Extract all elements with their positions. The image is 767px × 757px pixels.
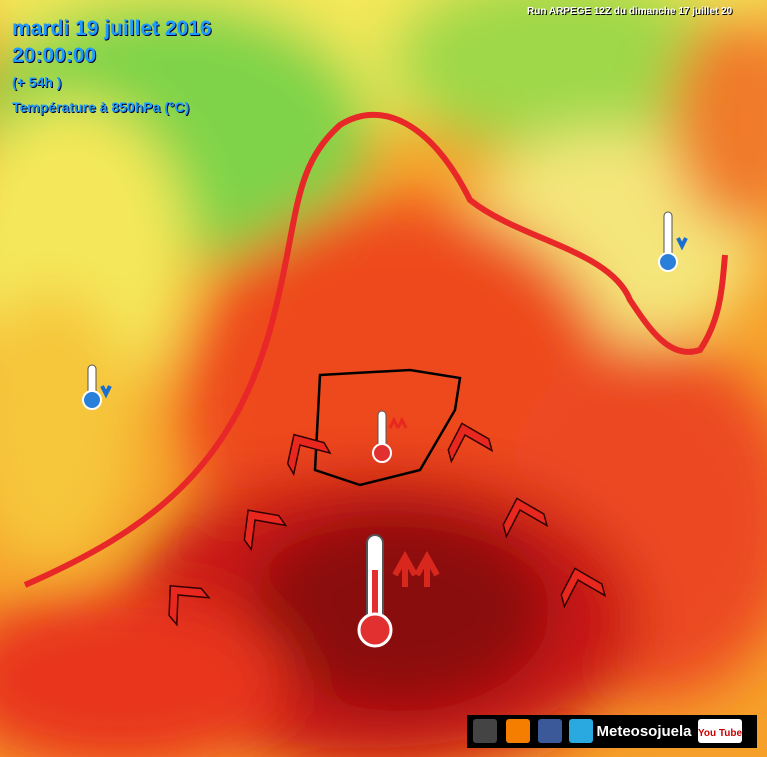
- lead-time: (+ 54h ): [12, 74, 62, 90]
- youtube-label[interactable]: You Tube: [698, 728, 743, 739]
- twitter-icon[interactable]: [569, 719, 593, 743]
- brand: Meteosojuela: [596, 723, 692, 740]
- instagram-icon[interactable]: [473, 719, 497, 743]
- iberia-border: [313, 368, 462, 487]
- date: mardi 19 juillet 2016: [12, 17, 212, 40]
- facebook-icon[interactable]: [538, 719, 562, 743]
- thermometer-icons: [82, 211, 688, 648]
- blogger-icon[interactable]: [506, 719, 530, 743]
- field-name: Température à 850hPa (°C): [12, 99, 190, 115]
- run-info: Run ARPEGE 12Z du dimanche 17 juillet 20: [527, 6, 733, 17]
- time: 20:00:00: [12, 44, 97, 67]
- trough-line: [23, 111, 728, 588]
- youtube-icon[interactable]: [698, 719, 742, 743]
